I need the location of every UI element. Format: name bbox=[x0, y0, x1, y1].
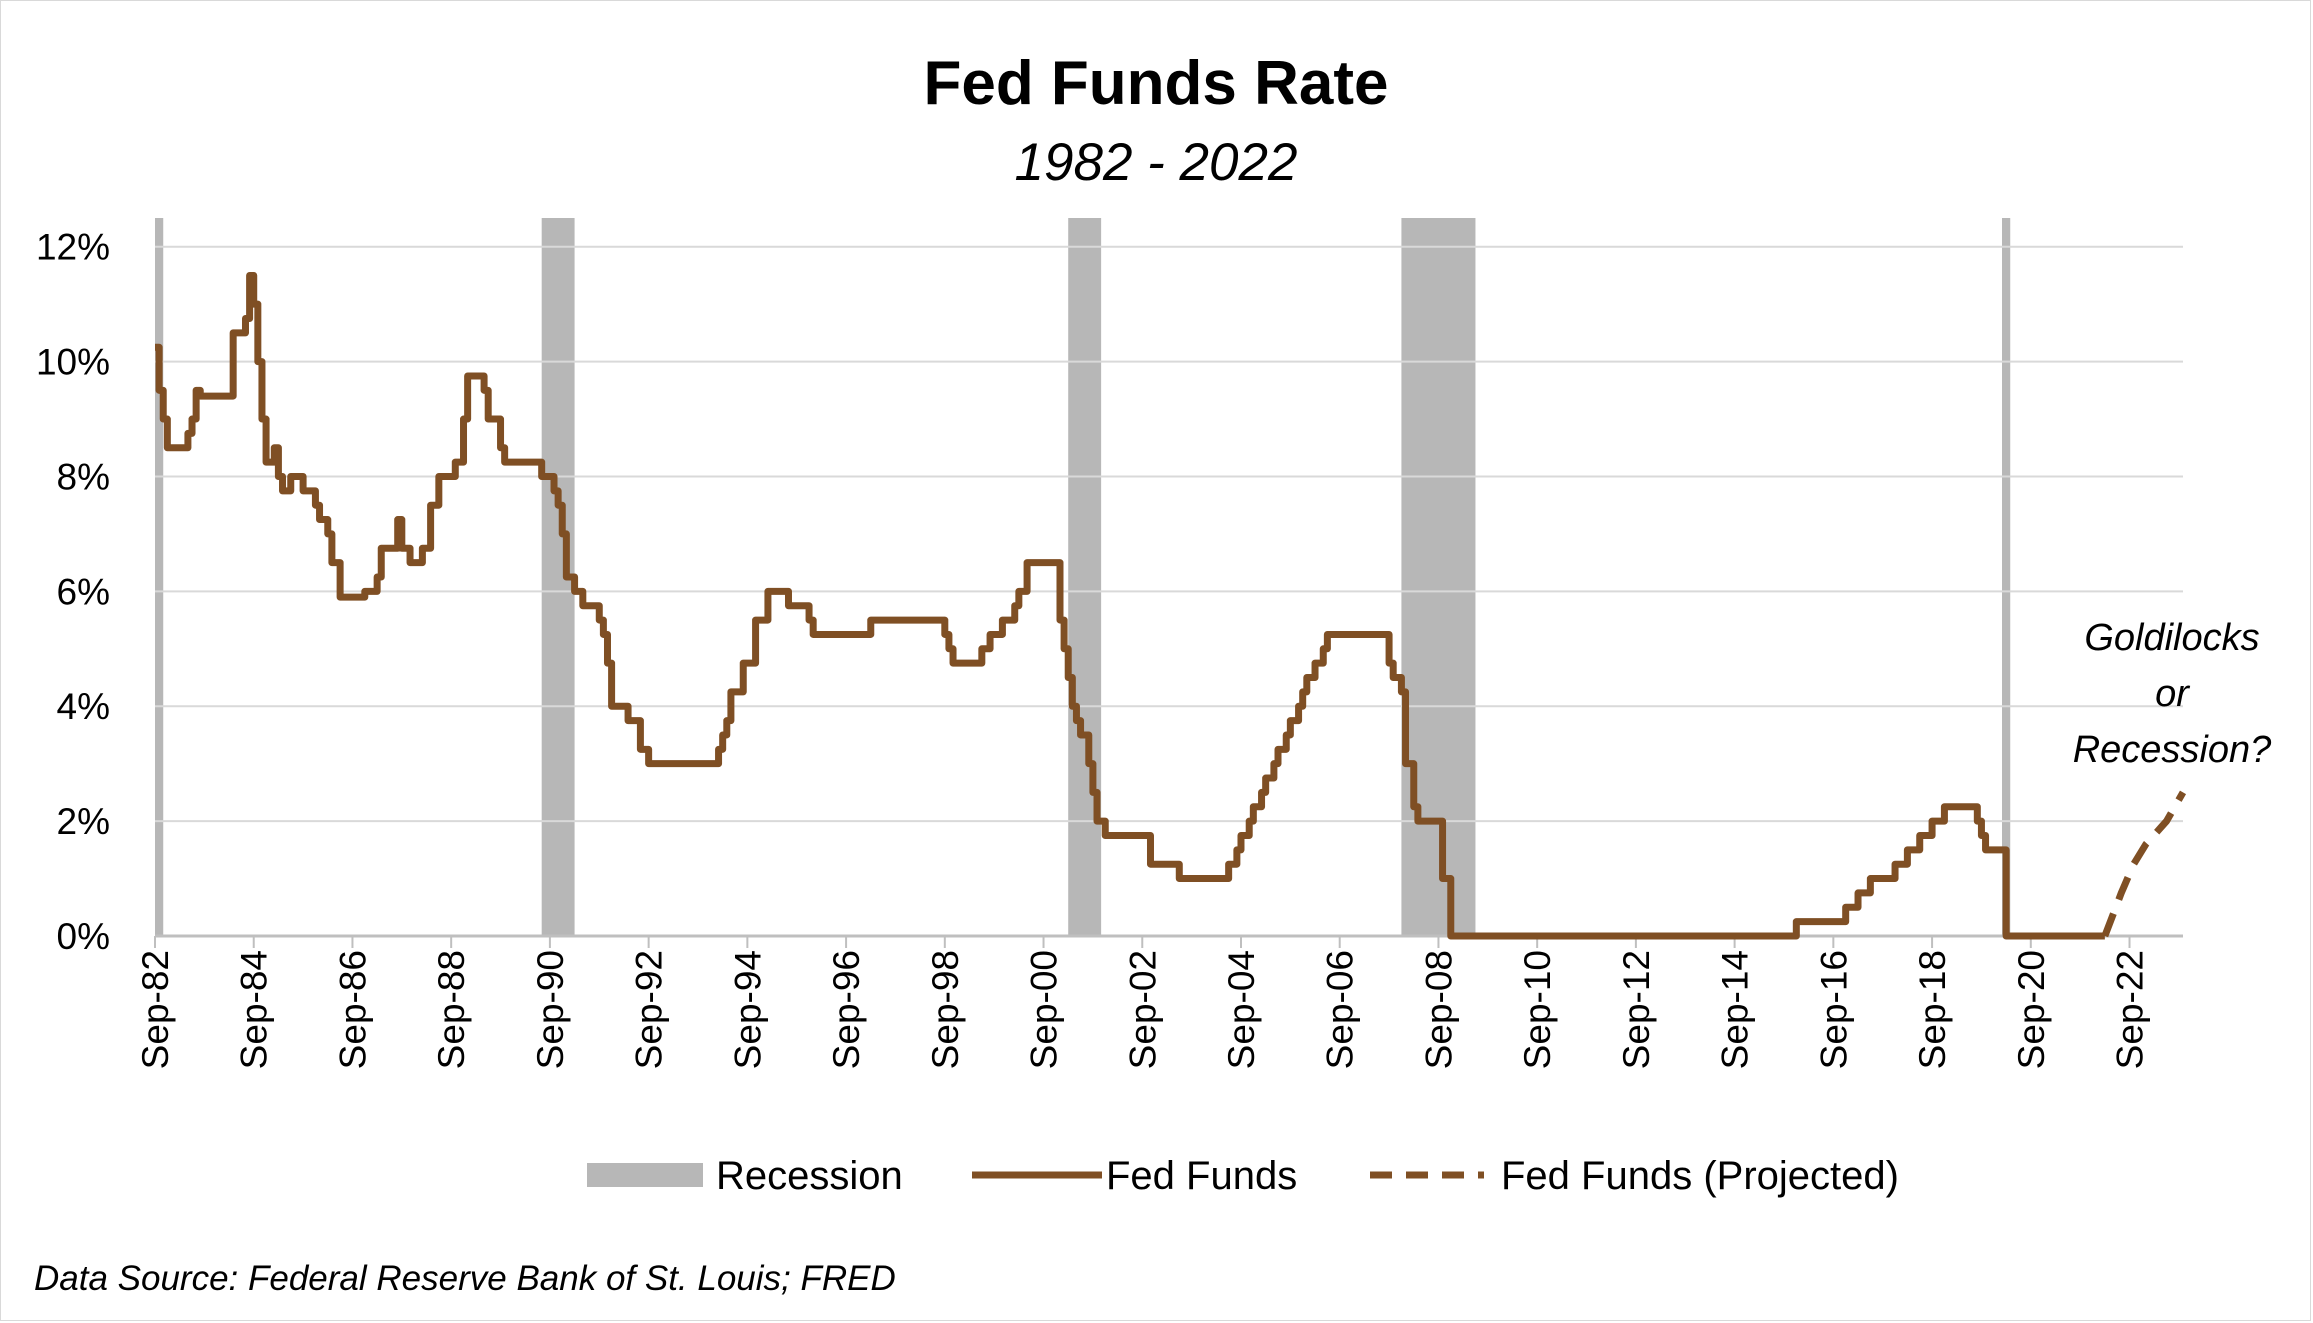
x-tick-label: Sep-04 bbox=[1221, 950, 1262, 1069]
annotation-line-1: Goldilocks bbox=[2084, 617, 2259, 659]
x-tick-label: Sep-06 bbox=[1320, 950, 1361, 1069]
y-tick-label: 2% bbox=[57, 801, 110, 842]
x-tick-label: Sep-08 bbox=[1418, 950, 1459, 1069]
series-lines bbox=[155, 271, 2187, 940]
recession-bands bbox=[155, 218, 2011, 936]
x-tick-label: Sep-16 bbox=[1813, 950, 1854, 1069]
x-tick-label: Sep-94 bbox=[727, 950, 768, 1069]
legend-fed-funds-label: Fed Funds bbox=[1106, 1154, 1297, 1198]
x-tick-label: Sep-98 bbox=[925, 950, 966, 1069]
y-tick-label: 10% bbox=[36, 342, 110, 383]
legend-projected-label: Fed Funds (Projected) bbox=[1501, 1154, 1899, 1198]
x-tick-label: Sep-20 bbox=[2011, 950, 2052, 1069]
x-axis-ticks: Sep-82 Sep-84 Sep-86 Sep-88 Sep-90 Sep-92 Sep-… bbox=[135, 936, 2151, 1069]
annotation-line-2: or bbox=[2155, 673, 2190, 715]
x-tick-label: Sep-96 bbox=[826, 950, 867, 1069]
x-tick-label: Sep-86 bbox=[332, 950, 373, 1069]
x-tick-label: Sep-10 bbox=[1517, 950, 1558, 1069]
legend: Recession Fed Funds Fed Funds (Projected… bbox=[587, 1154, 1899, 1198]
x-tick-label: Sep-90 bbox=[530, 950, 571, 1069]
recession-band-1 bbox=[155, 218, 164, 936]
chart-title: Fed Funds Rate bbox=[923, 49, 1388, 118]
x-tick-label: Sep-84 bbox=[234, 950, 275, 1069]
data-source-note: Data Source: Federal Reserve Bank of St.… bbox=[34, 1259, 896, 1298]
y-axis-ticks: 0% 2% 4% 6% 8% 10% 12% bbox=[36, 227, 110, 957]
x-tick-label: Sep-92 bbox=[629, 950, 670, 1069]
series-line-fed-funds bbox=[155, 271, 2105, 940]
y-tick-label: 12% bbox=[36, 227, 110, 268]
x-tick-label: Sep-12 bbox=[1616, 950, 1657, 1069]
y-tick-label: 4% bbox=[57, 686, 110, 727]
x-tick-label: Sep-02 bbox=[1122, 950, 1163, 1069]
y-tick-label: 6% bbox=[57, 571, 110, 612]
y-tick-label: 0% bbox=[57, 916, 110, 957]
y-tick-label: 8% bbox=[57, 456, 110, 497]
x-tick-label: Sep-14 bbox=[1715, 950, 1756, 1069]
x-tick-label: Sep-22 bbox=[2110, 950, 2151, 1069]
x-tick-label: Sep-82 bbox=[135, 950, 176, 1069]
chart-subtitle: 1982 - 2022 bbox=[1015, 133, 1298, 192]
annotation-goldilocks: Goldilocks or Recession? bbox=[2073, 617, 2272, 771]
x-tick-label: Sep-88 bbox=[431, 950, 472, 1069]
recession-band-3 bbox=[1068, 218, 1102, 936]
x-tick-label: Sep-00 bbox=[1024, 950, 1065, 1069]
gridlines bbox=[155, 245, 2183, 938]
annotation-line-3: Recession? bbox=[2073, 729, 2272, 771]
series-line-fed-funds-projected bbox=[2101, 790, 2187, 938]
recession-band-4 bbox=[1401, 218, 1476, 936]
recession-band-5 bbox=[2002, 218, 2011, 936]
legend-recession-label: Recession bbox=[716, 1154, 903, 1198]
legend-recession-swatch bbox=[587, 1163, 703, 1187]
x-tick-label: Sep-18 bbox=[1912, 950, 1953, 1069]
